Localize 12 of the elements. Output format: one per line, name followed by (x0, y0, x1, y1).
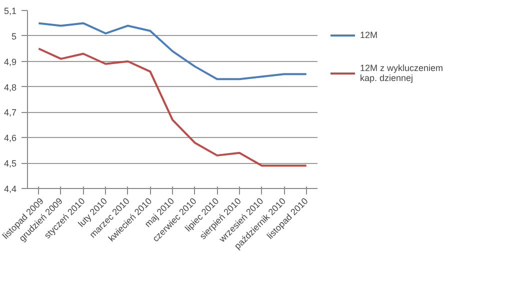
legend-label: 12M z wykluczeniem kap. dziennej (360, 63, 444, 83)
line-series (38, 22, 308, 80)
line-series (38, 48, 308, 167)
y-tick-label: 4,8 (4, 82, 17, 92)
y-tick-label: 4,7 (4, 108, 17, 118)
y-tick-label: 4,9 (4, 56, 17, 67)
y-tick-label: 4,6 (4, 133, 17, 144)
y-tick-label: 4,4 (4, 184, 17, 194)
y-tick-label: 4,5 (4, 158, 17, 169)
y-tick-label: 5,1 (4, 6, 17, 16)
legend-label: 12M (360, 30, 379, 40)
y-tick-label: 5 (11, 31, 17, 42)
